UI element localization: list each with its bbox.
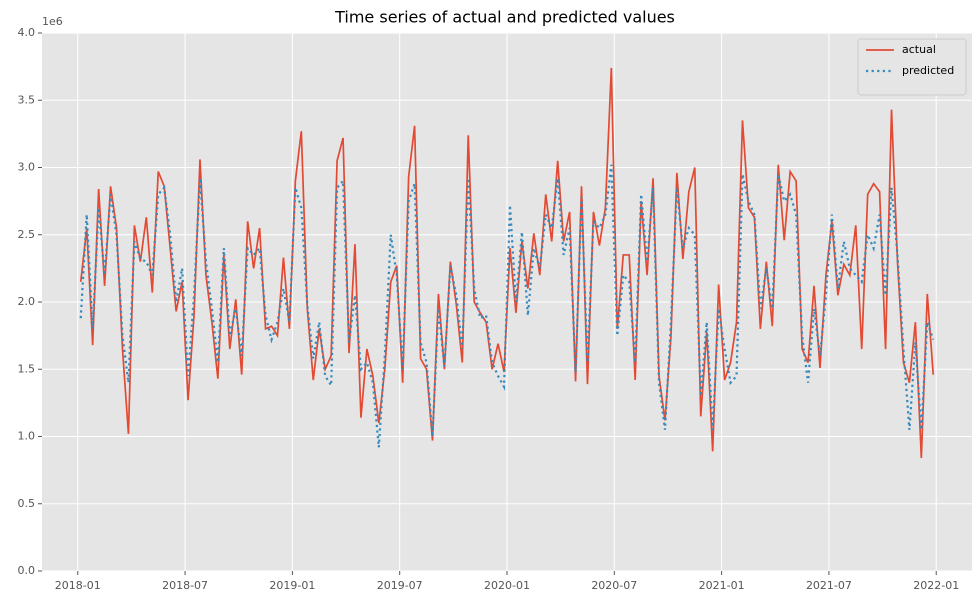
y-tick-label: 2.0 (18, 295, 36, 308)
y-tick-label: 2.5 (18, 228, 36, 241)
y-tick-label: 1.0 (18, 430, 36, 443)
y-offset-label: 1e6 (42, 15, 63, 28)
y-tick-label: 3.0 (18, 161, 36, 174)
chart-title: Time series of actual and predicted valu… (334, 8, 675, 27)
x-tick-label: 2019-07 (377, 579, 423, 592)
x-tick-label: 2021-07 (806, 579, 852, 592)
y-tick-label: 4.0 (18, 26, 36, 39)
y-tick-label: 3.5 (18, 93, 36, 106)
legend-label: predicted (902, 64, 954, 77)
y-tick-label: 0.5 (18, 497, 36, 510)
x-tick-label: 2020-07 (591, 579, 637, 592)
y-tick-label: 0.0 (18, 564, 36, 577)
x-tick-label: 2019-01 (269, 579, 315, 592)
y-tick-label: 1.5 (18, 362, 36, 375)
x-tick-label: 2021-01 (699, 579, 745, 592)
x-tick-label: 2020-01 (484, 579, 530, 592)
legend-box (857, 38, 967, 96)
x-tick-label: 2018-01 (55, 579, 101, 592)
x-tick-label: 2018-07 (162, 579, 208, 592)
x-tick-label: 2022-01 (913, 579, 959, 592)
legend-label: actual (902, 43, 936, 56)
